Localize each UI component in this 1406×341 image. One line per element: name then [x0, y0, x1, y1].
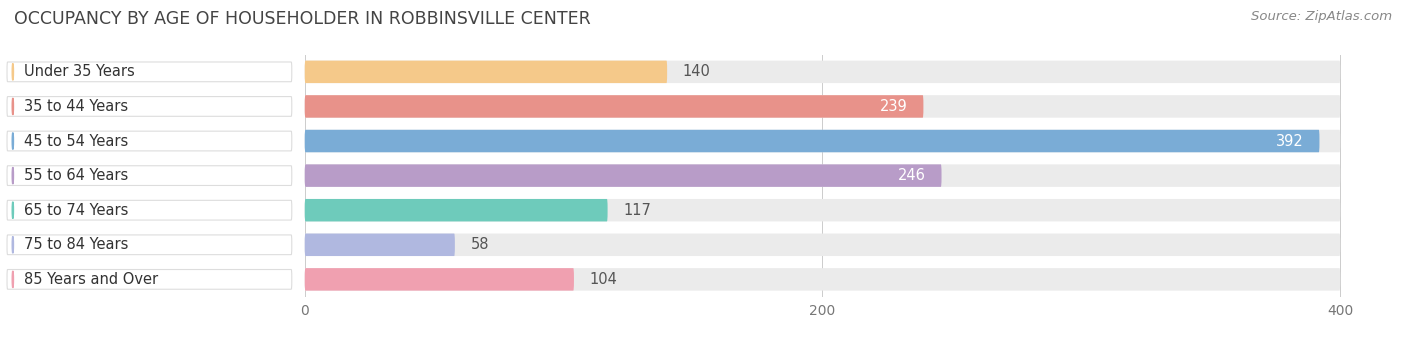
FancyBboxPatch shape [7, 62, 292, 82]
FancyBboxPatch shape [305, 268, 1340, 291]
FancyBboxPatch shape [305, 61, 666, 83]
FancyBboxPatch shape [7, 269, 292, 289]
FancyBboxPatch shape [305, 199, 607, 221]
FancyBboxPatch shape [305, 268, 574, 291]
Text: 75 to 84 Years: 75 to 84 Years [24, 237, 128, 252]
Text: 35 to 44 Years: 35 to 44 Years [24, 99, 128, 114]
FancyBboxPatch shape [305, 164, 942, 187]
FancyBboxPatch shape [7, 201, 292, 220]
FancyBboxPatch shape [7, 166, 292, 186]
FancyBboxPatch shape [305, 95, 924, 118]
Text: 45 to 54 Years: 45 to 54 Years [24, 134, 128, 149]
FancyBboxPatch shape [305, 234, 1340, 256]
FancyBboxPatch shape [7, 131, 292, 151]
FancyBboxPatch shape [305, 61, 1340, 83]
Text: 239: 239 [880, 99, 908, 114]
Text: 85 Years and Over: 85 Years and Over [24, 272, 157, 287]
Text: 58: 58 [471, 237, 489, 252]
Text: 140: 140 [683, 64, 710, 79]
FancyBboxPatch shape [305, 130, 1340, 152]
Text: Under 35 Years: Under 35 Years [24, 64, 135, 79]
FancyBboxPatch shape [305, 95, 1340, 118]
FancyBboxPatch shape [305, 199, 1340, 221]
FancyBboxPatch shape [305, 130, 1319, 152]
Text: Source: ZipAtlas.com: Source: ZipAtlas.com [1251, 10, 1392, 23]
FancyBboxPatch shape [305, 164, 1340, 187]
Text: 104: 104 [589, 272, 617, 287]
Text: 392: 392 [1277, 134, 1303, 149]
Text: 246: 246 [898, 168, 927, 183]
Text: 117: 117 [623, 203, 651, 218]
FancyBboxPatch shape [7, 235, 292, 255]
Text: OCCUPANCY BY AGE OF HOUSEHOLDER IN ROBBINSVILLE CENTER: OCCUPANCY BY AGE OF HOUSEHOLDER IN ROBBI… [14, 10, 591, 28]
Text: 55 to 64 Years: 55 to 64 Years [24, 168, 128, 183]
FancyBboxPatch shape [305, 234, 456, 256]
FancyBboxPatch shape [7, 97, 292, 116]
Text: 65 to 74 Years: 65 to 74 Years [24, 203, 128, 218]
